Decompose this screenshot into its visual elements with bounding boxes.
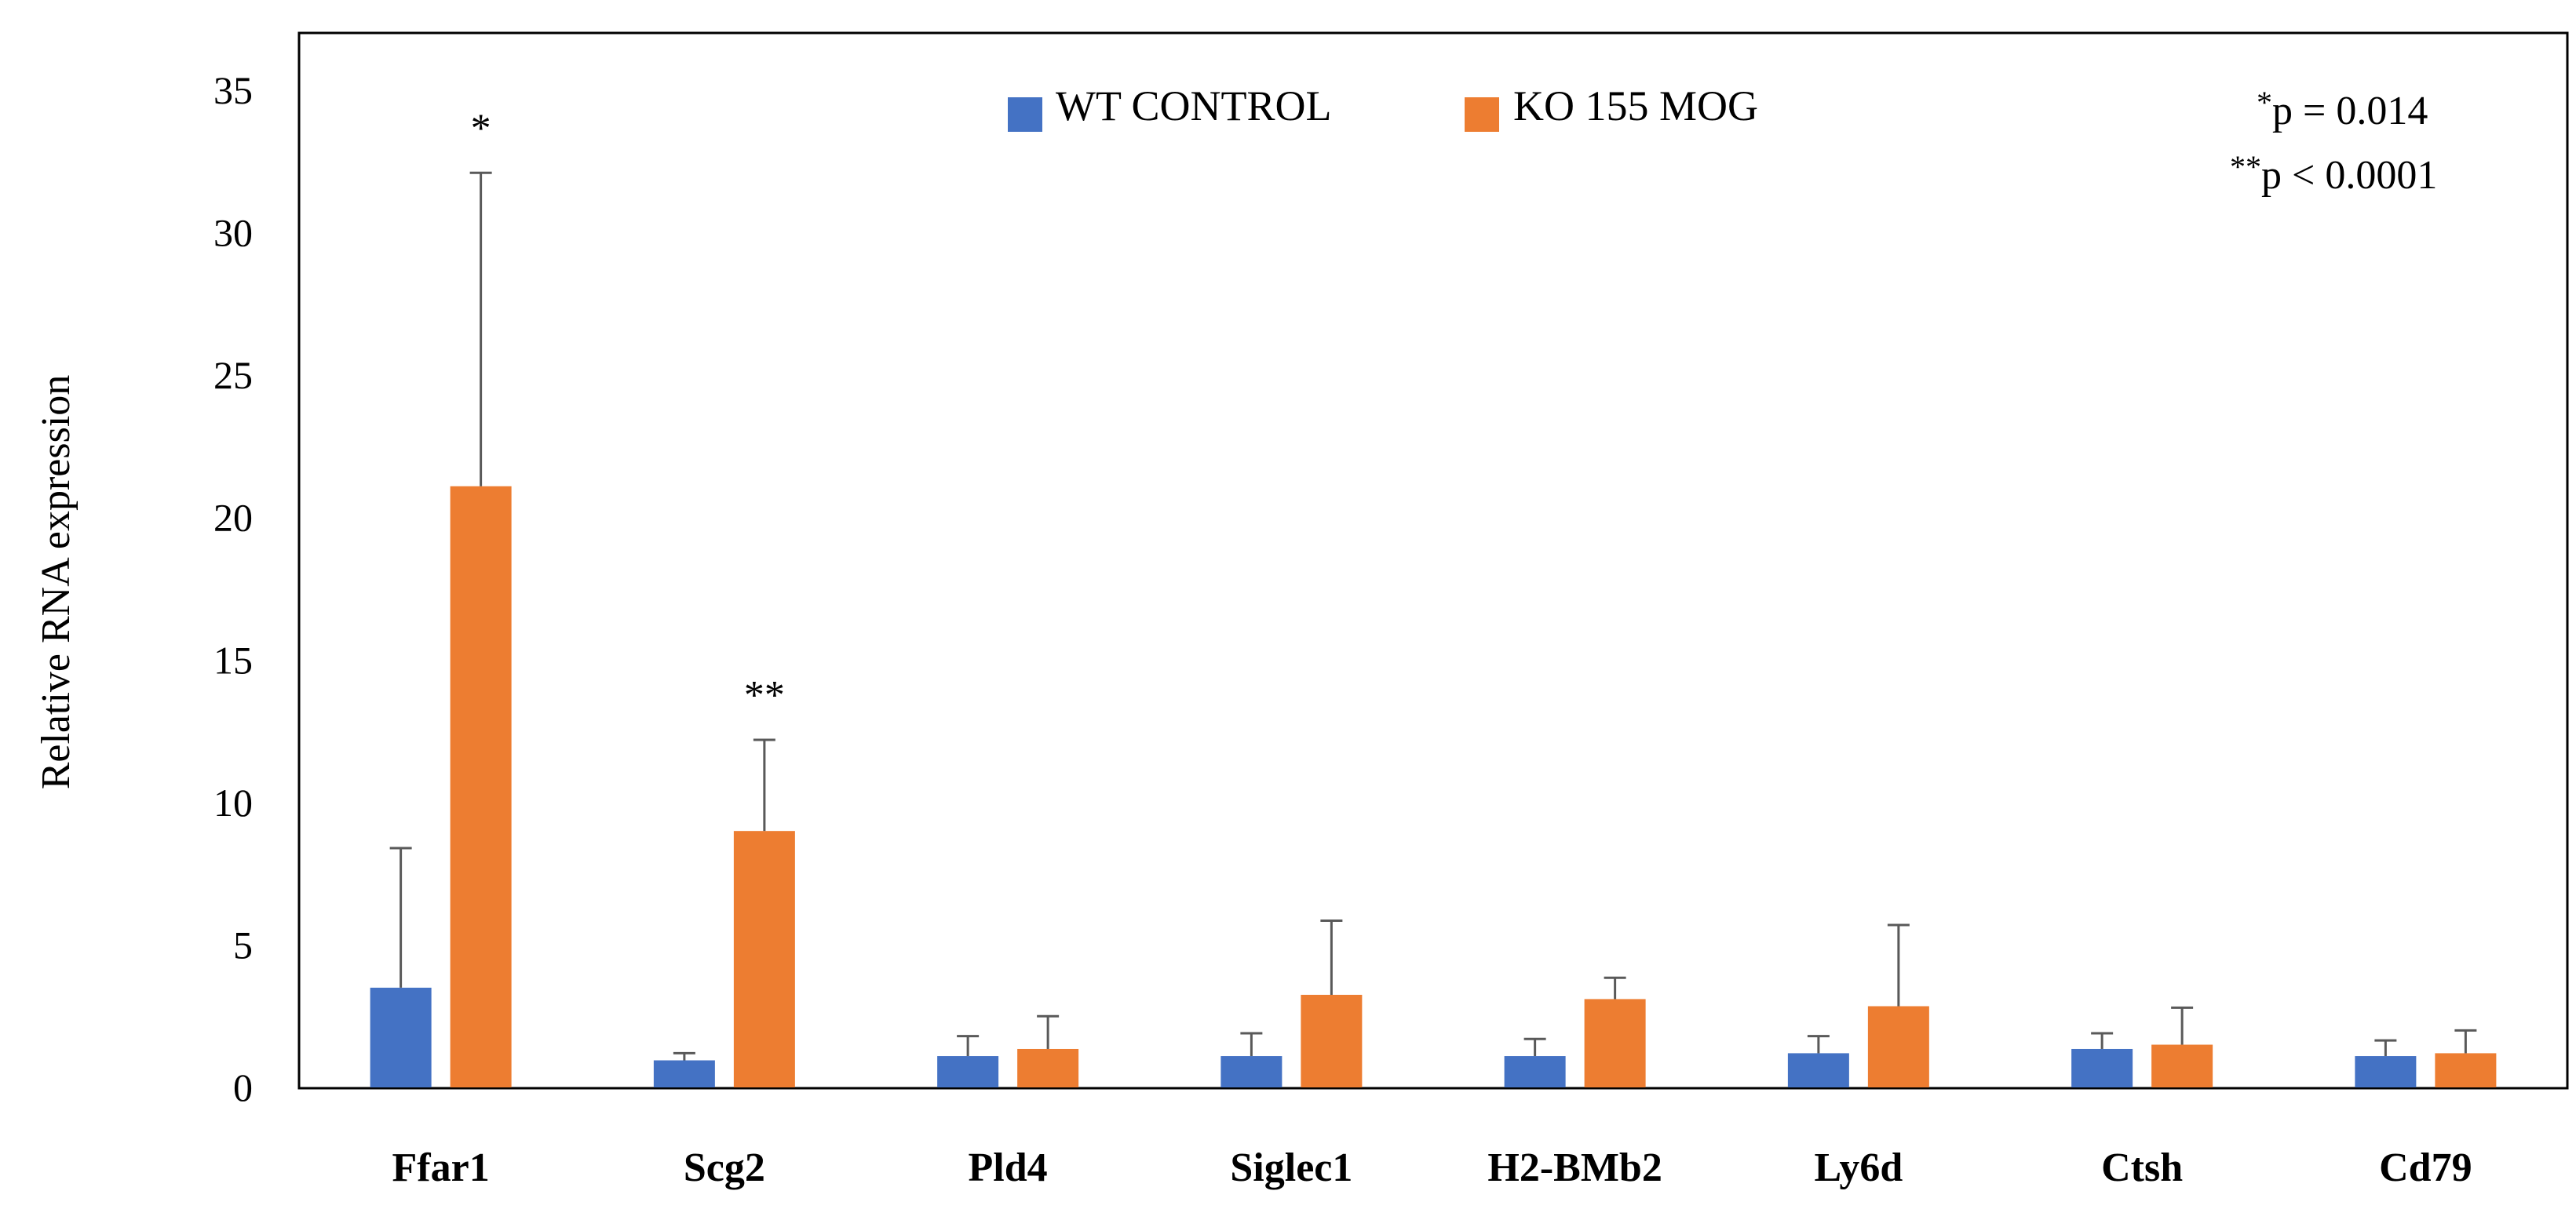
bars: *** — [370, 106, 2497, 1087]
y-tick-label-35: 35 — [213, 68, 253, 112]
bar-ko-155-mog-cd79 — [2435, 1053, 2497, 1087]
bar-wt-control-ffar1 — [370, 987, 432, 1087]
bar-wt-control-pld4 — [937, 1056, 999, 1087]
x-tick-label-ly6d: Ly6d — [1815, 1145, 1903, 1190]
x-tick-label-ffar1: Ffar1 — [392, 1145, 490, 1190]
bar-wt-control-h2-bmb2 — [1504, 1056, 1566, 1087]
bar-ko-155-mog-h2-bmb2 — [1584, 999, 1646, 1087]
legend: WT CONTROL KO 155 MOG — [1008, 82, 1758, 132]
p-value-line-2: **p < 0.0001 — [2230, 149, 2437, 198]
y-tick-label-10: 10 — [213, 781, 253, 825]
y-tick-label-30: 30 — [213, 211, 253, 255]
x-tick-label-ctsh: Ctsh — [2101, 1145, 2183, 1190]
legend-label-ko-155-mog: KO 155 MOG — [1513, 82, 1758, 129]
bar-ko-155-mog-ly6d — [1867, 1006, 1929, 1087]
y-tick-label-0: 0 — [233, 1065, 253, 1109]
x-tick-label-pld4: Pld4 — [969, 1145, 1048, 1190]
x-tick-label-cd79: Cd79 — [2379, 1145, 2472, 1190]
bar-wt-control-ctsh — [2071, 1048, 2133, 1087]
bar-wt-control-cd79 — [2355, 1056, 2417, 1087]
significance-mark-scg2: ** — [744, 673, 785, 718]
legend-swatch-ko-155-mog — [1465, 97, 1499, 132]
significance-mark-ffar1: * — [471, 106, 491, 151]
x-tick-label-siglec1: Siglec1 — [1230, 1145, 1352, 1190]
y-tick-label-5: 5 — [233, 923, 253, 967]
x-axis: Ffar1 Scg2 Pld4 Siglec1 H2-BMb2 Ly6d Ctsh Cd79 — [392, 1145, 2472, 1190]
legend-label-wt-control: WT CONTROL — [1056, 82, 1331, 129]
bar-ko-155-mog-siglec1 — [1301, 994, 1363, 1087]
bar-wt-control-siglec1 — [1220, 1056, 1283, 1087]
bar-wt-control-ly6d — [1787, 1053, 1849, 1087]
y-tick-label-15: 15 — [213, 638, 253, 682]
p-value-line-1: *p = 0.014 — [2257, 85, 2428, 133]
significance-annotation: *p = 0.014 **p < 0.0001 — [2230, 85, 2437, 198]
y-tick-label-20: 20 — [213, 496, 253, 540]
x-tick-label-scg2: Scg2 — [684, 1145, 765, 1190]
bar-ko-155-mog-ctsh — [2151, 1044, 2213, 1087]
bar-ko-155-mog-ffar1 — [450, 486, 512, 1087]
y-axis: 0 5 10 15 20 25 30 35 — [213, 68, 253, 1109]
y-tick-label-25: 25 — [213, 353, 253, 397]
legend-swatch-wt-control — [1008, 97, 1042, 132]
bar-ko-155-mog-pld4 — [1017, 1048, 1079, 1087]
x-tick-label-h2-bmb2: H2-BMb2 — [1487, 1145, 1662, 1190]
bar-wt-control-scg2 — [653, 1060, 715, 1087]
plot-area-border — [297, 31, 2569, 1090]
bar-ko-155-mog-scg2 — [733, 831, 795, 1087]
y-axis-title: Relative RNA expression — [34, 375, 78, 790]
